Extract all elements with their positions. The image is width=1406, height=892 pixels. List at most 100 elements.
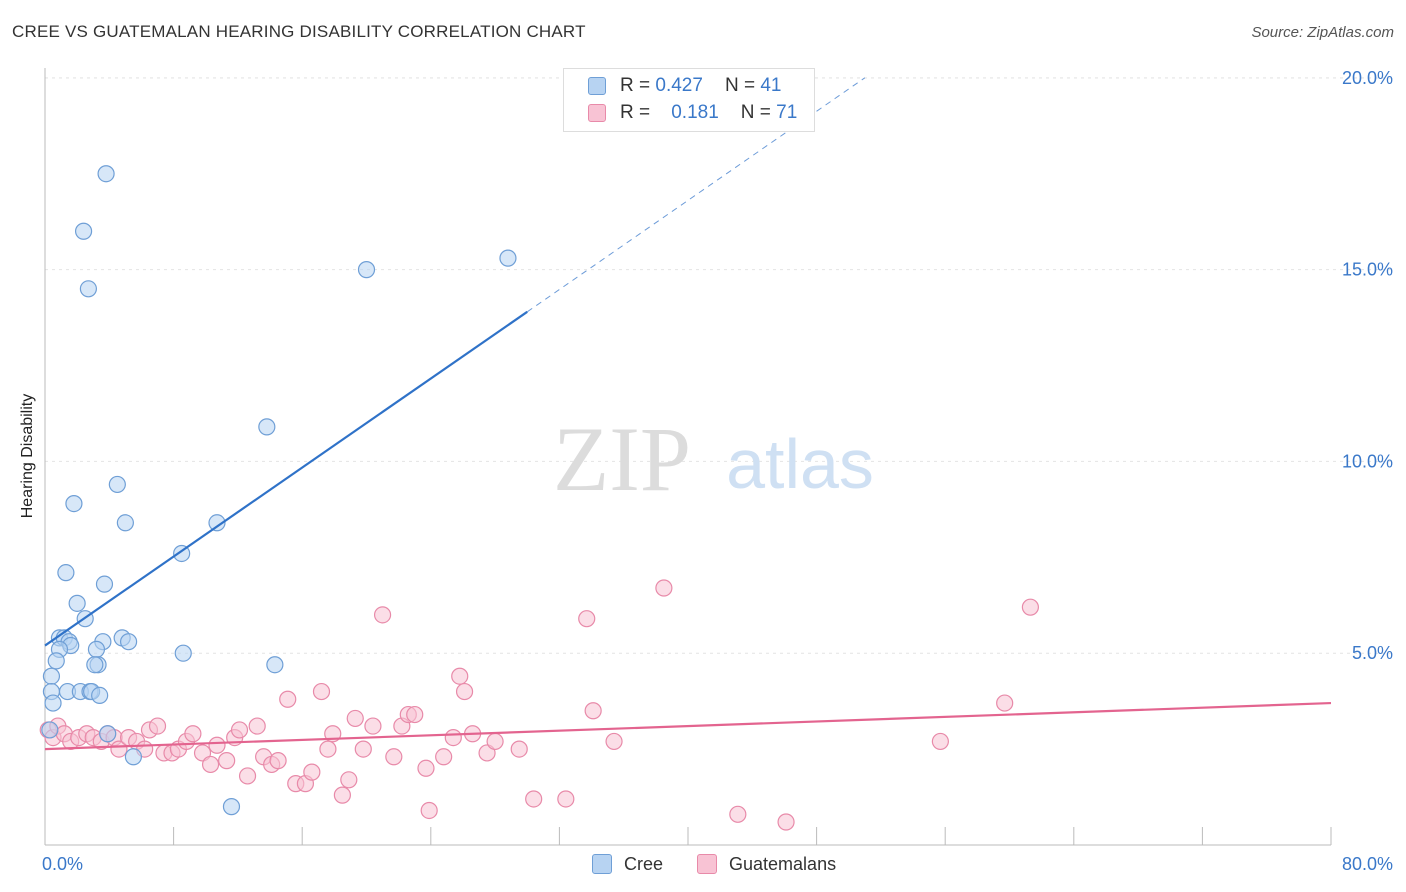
guatemalans-point	[110, 740, 128, 758]
cree-point	[57, 564, 75, 582]
cree-point	[86, 656, 104, 674]
gridlines	[45, 77, 1395, 654]
guatemalans-point	[1021, 598, 1039, 616]
guatemalans-point	[279, 690, 297, 708]
guatemalans-point	[931, 732, 949, 751]
y-axis-label: Hearing Disability	[19, 393, 36, 519]
cree-point	[119, 633, 138, 651]
legend-item-guatemalans[interactable]: Guatemalans	[697, 854, 836, 875]
guatemalans-point	[346, 709, 364, 728]
guatemalans-trend-line	[44, 701, 1332, 751]
guatemalans-point	[996, 694, 1014, 712]
cree-swatch	[588, 77, 606, 95]
chart-title: CREE VS GUATEMALAN HEARING DISABILITY CO…	[12, 22, 586, 41]
guatemalans-point	[333, 786, 351, 804]
guatemalans-point	[510, 740, 528, 758]
guatemalans-point	[312, 682, 331, 701]
cree-point	[74, 222, 93, 240]
cree-trend-line	[44, 310, 528, 647]
cree-point	[95, 575, 114, 593]
guatemalans-point	[201, 755, 220, 774]
cree-point	[266, 656, 284, 674]
cree-point	[65, 495, 83, 513]
legend-row-guatemalans: R = 0.181 N = 71	[588, 102, 797, 124]
cree-point	[47, 652, 65, 670]
guatemalans-point	[364, 717, 382, 735]
x-tick-label-max: 80.0%	[1342, 854, 1393, 874]
axes	[44, 68, 1332, 846]
cree-point	[258, 418, 276, 436]
guatemalans-point	[373, 606, 392, 624]
guatemalans-point	[230, 721, 249, 739]
guatemalans-point	[605, 732, 623, 751]
guatemalans-point	[729, 805, 747, 823]
legend-guatemalans-label: Guatemalans	[729, 853, 837, 874]
guatemalans-swatch	[697, 854, 718, 874]
guatemalans-point	[238, 767, 257, 785]
guatemalans-point	[655, 579, 673, 597]
guatemalans-point	[435, 748, 453, 766]
cree-point	[97, 165, 115, 183]
guatemalans-point	[420, 801, 438, 820]
cree-point	[68, 594, 86, 612]
cree-point	[174, 644, 192, 662]
series-legend: Cree Guatemalans	[592, 852, 870, 876]
y-tick-label: 15.0%	[1342, 260, 1393, 280]
guatemalans-point	[486, 732, 504, 751]
cree-swatch	[592, 854, 612, 874]
source-label: Source: ZipAtlas.com	[1251, 24, 1394, 41]
legend-cree-label: Cree	[624, 853, 664, 874]
watermark: ZIP atlas	[553, 408, 874, 510]
cree-point	[41, 721, 59, 739]
guatemalans-swatch	[588, 104, 606, 122]
guatemalans-point	[184, 725, 202, 743]
legend-guatemalans-r: 0.181	[671, 102, 719, 123]
x-tick-label-min: 0.0%	[42, 854, 83, 874]
guatemalans-point	[354, 740, 372, 758]
guatemalans-point	[525, 790, 543, 808]
guatemalans-point	[269, 752, 287, 770]
cree-point	[79, 280, 98, 298]
guatemalans-point	[218, 752, 236, 770]
guatemalans-point	[451, 667, 469, 685]
guatemalans-point	[385, 748, 403, 766]
legend-cree-n: 41	[760, 75, 782, 96]
cree-point	[87, 640, 106, 658]
y-tick-label: 20.0%	[1342, 68, 1393, 88]
legend-row-cree: R = 0.427 N = 41	[588, 75, 781, 97]
watermark-zip: ZIP	[553, 408, 691, 510]
guatemalans-point	[455, 682, 474, 701]
cree-point	[124, 748, 143, 766]
y-tick-label: 5.0%	[1352, 643, 1393, 663]
cree-point	[357, 261, 376, 279]
cree-point	[222, 798, 241, 816]
guatemalans-point	[557, 790, 575, 808]
stats-legend: R = 0.427 N = 41 R = 0.181 N = 71	[563, 68, 815, 132]
guatemalans-point	[584, 702, 602, 720]
cree-point	[42, 667, 61, 685]
cree-point	[91, 686, 109, 705]
guatemalans-point	[578, 610, 596, 628]
legend-item-cree[interactable]: Cree	[592, 854, 663, 875]
watermark-atlas: atlas	[726, 425, 874, 503]
cree-point	[44, 694, 62, 712]
guatemalans-point	[303, 763, 321, 781]
legend-n-label: N =	[724, 75, 756, 96]
legend-n-label: N =	[740, 102, 771, 123]
cree-point	[108, 475, 126, 494]
guatemalans-point	[340, 771, 358, 789]
guatemalans-point	[406, 705, 424, 724]
guatemalans-point	[148, 717, 167, 735]
guatemalans-point	[319, 740, 337, 758]
tick-labels: 5.0% 10.0% 15.0% 20.0% 0.0% 80.0%	[42, 68, 1393, 874]
guatemalans-point	[417, 759, 435, 777]
legend-r-label: R =	[620, 102, 651, 123]
cree-point	[208, 514, 226, 532]
legend-cree-r: 0.427	[655, 75, 703, 96]
cree-point	[99, 725, 117, 743]
cree-points	[41, 165, 517, 816]
cree-point	[116, 514, 134, 532]
guatemalans-points	[39, 579, 1039, 831]
guatemalans-point	[208, 736, 226, 754]
